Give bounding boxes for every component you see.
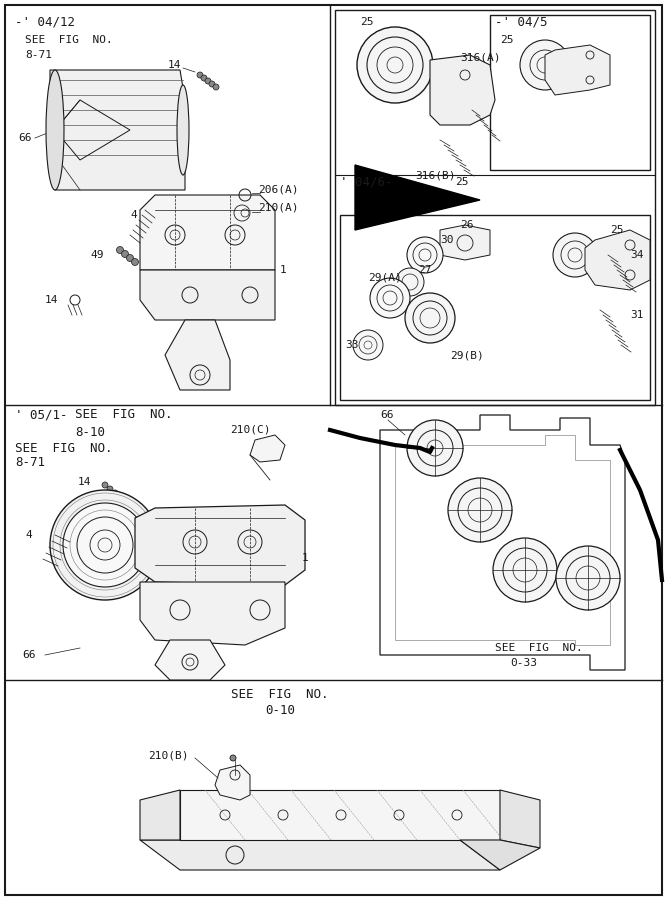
Polygon shape [440,225,490,260]
Text: 14: 14 [45,295,59,305]
Text: 31: 31 [630,310,644,320]
Circle shape [553,233,597,277]
Circle shape [102,482,108,488]
Polygon shape [165,320,230,390]
Circle shape [112,490,118,496]
Text: 66: 66 [22,650,35,660]
Circle shape [405,293,455,343]
Circle shape [50,490,160,600]
Text: -' 04/5: -' 04/5 [495,15,548,29]
Text: 4: 4 [130,210,137,220]
Circle shape [209,81,215,87]
Circle shape [230,755,236,761]
Circle shape [556,546,620,610]
Circle shape [205,78,211,84]
Text: 210(B): 210(B) [148,750,189,760]
Polygon shape [500,790,540,848]
Circle shape [357,27,433,103]
Circle shape [407,237,443,273]
Text: 66: 66 [18,133,31,143]
Text: 316(B): 316(B) [415,170,456,180]
Polygon shape [460,840,540,870]
Text: 0-10: 0-10 [265,704,295,716]
Circle shape [127,255,133,262]
Text: 210(A): 210(A) [258,203,299,213]
Text: 25: 25 [455,177,468,187]
Circle shape [448,478,512,542]
Polygon shape [135,505,305,585]
Circle shape [117,247,123,254]
Text: 0-33: 0-33 [510,658,537,668]
Circle shape [197,72,203,78]
Polygon shape [180,790,500,840]
Ellipse shape [46,70,64,190]
Polygon shape [430,55,495,125]
Bar [340,215,650,400]
Circle shape [520,40,570,90]
Text: 26: 26 [460,220,474,230]
Text: 27: 27 [418,265,432,275]
Text: 1: 1 [280,265,287,275]
Text: SEE  FIG  NO.: SEE FIG NO. [25,35,113,45]
Text: 66: 66 [380,410,394,420]
Ellipse shape [177,85,189,175]
Polygon shape [140,582,285,645]
Circle shape [213,84,219,90]
Text: 210(C): 210(C) [230,425,271,435]
Bar [490,15,650,170]
Polygon shape [140,790,180,840]
Text: -' 04/12: -' 04/12 [15,15,75,29]
Polygon shape [140,195,275,270]
Text: 25: 25 [500,35,514,45]
Polygon shape [155,640,225,680]
Text: 34: 34 [630,250,644,260]
Bar [335,10,655,405]
Circle shape [131,258,139,265]
Text: 4: 4 [25,530,32,540]
Text: 30: 30 [440,235,454,245]
Circle shape [122,498,128,504]
Text: 14: 14 [78,477,91,487]
Circle shape [201,75,207,81]
Text: SEE  FIG  NO.: SEE FIG NO. [75,409,173,421]
Text: ' 05/1-: ' 05/1- [15,409,67,421]
Circle shape [370,278,410,318]
Circle shape [353,330,383,360]
Text: 8-71: 8-71 [15,456,45,470]
Polygon shape [140,840,500,870]
Circle shape [117,494,123,500]
Polygon shape [585,230,650,290]
Text: 1: 1 [302,553,309,563]
Text: 316(A): 316(A) [460,53,500,63]
Polygon shape [215,765,250,800]
Text: 33: 33 [345,340,358,350]
Text: 25: 25 [610,225,624,235]
Text: SEE  FIG  NO.: SEE FIG NO. [15,442,113,454]
Polygon shape [355,165,480,230]
Text: SEE  FIG  NO.: SEE FIG NO. [495,643,583,653]
Polygon shape [140,270,275,320]
Circle shape [396,268,424,296]
Text: ' 04/6-: ' 04/6- [340,176,392,188]
Text: 25: 25 [360,17,374,27]
Circle shape [121,250,129,257]
Circle shape [493,538,557,602]
Polygon shape [545,45,610,95]
Text: 8-71: 8-71 [25,50,52,60]
Text: 14: 14 [168,60,181,70]
Circle shape [63,503,147,587]
Text: SEE  FIG  NO.: SEE FIG NO. [231,688,329,701]
Polygon shape [250,435,285,462]
Text: 29(B): 29(B) [450,350,484,360]
Circle shape [107,486,113,492]
Text: 8-10: 8-10 [75,426,105,438]
Text: 49: 49 [90,250,103,260]
Text: 29(A): 29(A) [368,273,402,283]
Text: 206(A): 206(A) [258,185,299,195]
Polygon shape [50,70,185,190]
Circle shape [407,420,463,476]
